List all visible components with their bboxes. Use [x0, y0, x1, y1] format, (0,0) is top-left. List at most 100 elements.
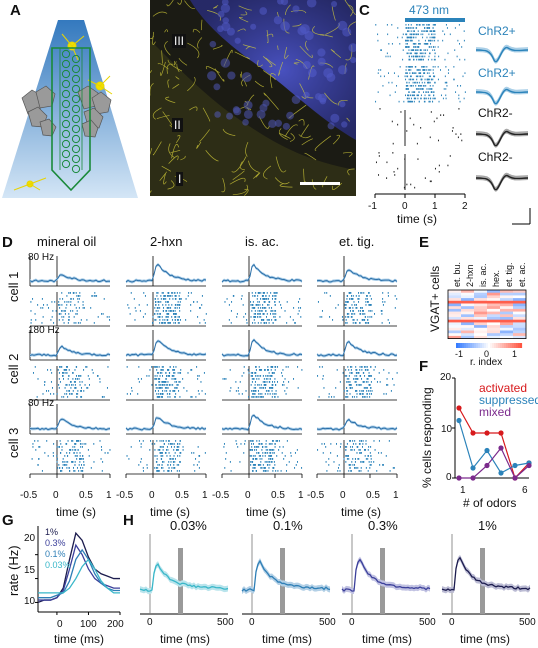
raster-tick [431, 30, 433, 32]
raster-tick [376, 470, 378, 472]
raster-tick [366, 387, 368, 389]
raster-tick [69, 452, 71, 454]
fiber [299, 83, 307, 99]
panel-letter-h: H [123, 512, 134, 529]
raster-tick [58, 313, 60, 315]
raster-tick [74, 470, 76, 472]
layer-label-iii: III [172, 34, 187, 48]
raster-tick [241, 295, 243, 297]
c-tick-neg1: -1 [368, 201, 377, 212]
raster-tick [392, 152, 394, 154]
nucleus [317, 48, 326, 57]
raster-tick [249, 449, 251, 451]
fiber [214, 68, 225, 82]
raster-tick [271, 372, 273, 374]
raster-tick [150, 440, 152, 442]
heatmap-odor-label: is. ac. [478, 263, 488, 287]
raster-tick [77, 440, 79, 442]
nucleus [259, 103, 268, 112]
raster-tick [267, 304, 269, 306]
raster-tick [432, 33, 434, 36]
raster-tick [156, 470, 158, 472]
raster-tick [408, 66, 410, 68]
raster-tick [59, 366, 61, 368]
fiber [263, 165, 272, 180]
raster-tick [325, 461, 327, 463]
raster-tick [430, 30, 432, 32]
raster-tick [272, 313, 274, 315]
raster-tick [406, 36, 408, 39]
raster-tick [429, 94, 431, 97]
raster-tick [252, 467, 254, 469]
nucleus [250, 23, 257, 30]
fiber [161, 165, 172, 172]
raster-tick [157, 396, 159, 398]
raster-tick [388, 440, 390, 442]
raster-tick [277, 440, 279, 442]
raster-tick [368, 384, 370, 386]
raster-tick [68, 319, 70, 321]
g-legend-0.03: 0.03% [45, 560, 71, 570]
heatmap-cell [500, 306, 513, 310]
heatmap-cell [500, 308, 513, 312]
raster-tick [251, 440, 253, 442]
raster-tick [289, 316, 291, 318]
raster-tick [168, 384, 170, 386]
raster-tick [58, 378, 60, 380]
raster-tick [253, 455, 255, 457]
raster-tick [365, 298, 367, 300]
raster-tick [60, 313, 62, 315]
raster-tick [157, 372, 159, 374]
raster-tick [440, 69, 442, 71]
raster-tick [274, 381, 276, 383]
raster-tick [447, 164, 449, 167]
raster-tick [158, 304, 160, 306]
raster-tick [34, 313, 36, 315]
fiber [337, 99, 348, 106]
raster-tick [254, 390, 256, 392]
raster-tick [446, 85, 448, 87]
raster-tick [408, 100, 410, 103]
raster-tick [301, 467, 303, 469]
raster-tick [382, 298, 384, 300]
raster-tick [426, 27, 428, 29]
raster-tick [331, 396, 333, 398]
raster-tick [155, 310, 157, 312]
raster-tick [198, 455, 200, 457]
raster-tick [172, 313, 174, 315]
raster-tick [176, 384, 178, 386]
raster-tick [366, 366, 368, 368]
fiber [207, 10, 221, 21]
raster-tick [342, 372, 344, 374]
raster-tick [353, 319, 355, 321]
f-legend-suppressed: suppressed [479, 393, 538, 407]
heatmap-cell [474, 330, 487, 334]
raster-tick [410, 27, 412, 29]
fiber [205, 150, 219, 162]
heatmap-cell [500, 290, 513, 293]
raster-tick [178, 307, 180, 309]
raster-tick [365, 301, 367, 303]
raster-tick [438, 55, 440, 58]
heatmap-cell [448, 308, 461, 312]
raster-tick [434, 75, 436, 78]
raster-tick [264, 467, 266, 469]
panel-letter-f: F [419, 358, 429, 375]
fiber [345, 44, 353, 61]
raster-tick [330, 443, 332, 445]
raster-tick [194, 470, 196, 472]
raster-tick [261, 369, 263, 371]
raster-tick [363, 449, 365, 451]
raster-tick [142, 470, 144, 472]
raster-tick [253, 393, 255, 395]
raster-tick [399, 43, 401, 45]
raster-tick [169, 390, 171, 392]
heatmap-cell [487, 306, 500, 310]
raster-tick [146, 375, 148, 377]
raster-tick [178, 304, 180, 306]
fiber [266, 33, 274, 38]
f-series-point [484, 447, 490, 454]
raster-tick [178, 298, 180, 300]
fiber [240, 100, 249, 109]
raster-tick [457, 39, 459, 42]
